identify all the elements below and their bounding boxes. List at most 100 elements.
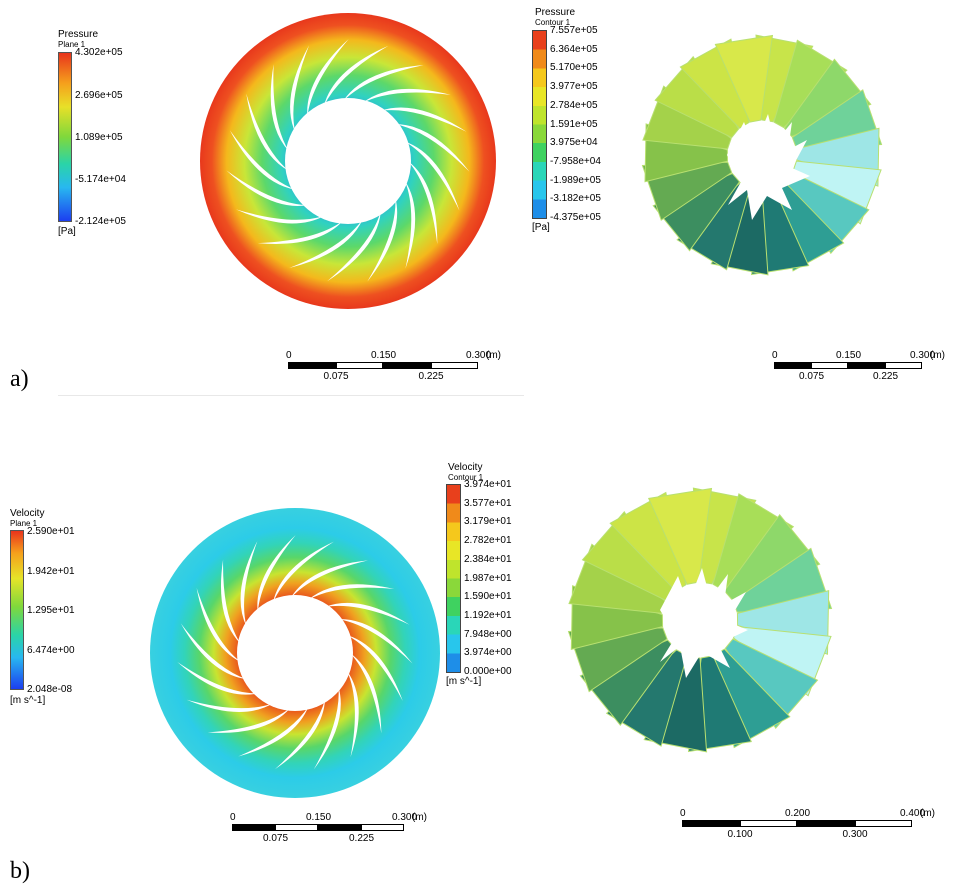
scale-segment: [739, 820, 797, 827]
tick-label: -4.375e+05: [550, 212, 601, 223]
blade-shape: [240, 541, 258, 627]
velocity-plane-contour: [150, 508, 440, 798]
scale-label: 0.200: [785, 808, 811, 819]
tick-label: 5.170e+05: [550, 62, 598, 74]
divider: [58, 395, 524, 396]
tick-label: 3.974e+00: [464, 647, 512, 659]
blade-shape: [313, 686, 341, 770]
pressure-plane-contour: [200, 13, 496, 309]
tick-label: -3.182e+05: [550, 193, 601, 205]
legend-unit: [m s^-1]: [10, 695, 46, 706]
scale-segment: [335, 362, 383, 369]
blade-shape: [325, 602, 410, 625]
tick-label: 2.696e+05: [75, 90, 123, 101]
tick-label: -1.989e+05: [550, 174, 601, 186]
tick-label: 1.987e+01: [464, 572, 512, 584]
scale-label: 0.300: [910, 350, 936, 361]
velocity-blade-contour-3d: [567, 487, 833, 753]
tick-label: 3.179e+01: [464, 516, 512, 528]
scale-unit: (m): [920, 808, 935, 819]
tick-label: 7.948e+00: [464, 628, 512, 640]
blade-shape: [207, 707, 291, 733]
blade-petal: [654, 55, 740, 139]
scale-unit: (m): [412, 812, 427, 823]
tick-label: -2.124e+05: [75, 216, 126, 227]
tick-label: 6.474e+00: [27, 645, 75, 656]
tick-label: 1.942e+01: [27, 566, 75, 577]
colorbar-pressure-plane: [58, 52, 72, 222]
blade-shape: [380, 107, 467, 132]
tick-label: 3.977e+05: [550, 81, 598, 93]
scale-segment: [854, 820, 912, 827]
blade-petal: [723, 513, 821, 601]
scale-segment: [430, 362, 478, 369]
tick-label: 3.974e+01: [464, 479, 512, 490]
blade-shape: [235, 209, 324, 224]
tick-label: 1.089e+05: [75, 132, 123, 143]
scale-label: 0.225: [418, 371, 444, 382]
scale-label: 0.150: [306, 812, 332, 823]
tick-label: 4.302e+05: [75, 47, 123, 58]
scale-bar: 0 0.200 0.400 (m) 0.100 0.300: [680, 808, 952, 848]
blade-petal: [724, 638, 819, 729]
scale-segment: [232, 824, 275, 831]
tick-label: -5.174e+04: [75, 174, 126, 185]
scale-segment: [318, 824, 361, 831]
tick-label: 1.591e+05: [550, 118, 598, 130]
blade-shape: [367, 197, 398, 282]
scale-label: 0: [286, 350, 292, 361]
scale-segment: [797, 820, 855, 827]
legend-subtitle-velocity-plane: Plane 1: [10, 519, 38, 528]
colorbar-velocity-plane: [10, 530, 24, 690]
tick-label: 3.975e+04: [550, 137, 598, 149]
scale-label: 0.075: [799, 371, 825, 382]
blade-shape: [308, 584, 395, 600]
legend-title-velocity-contour: Velocity: [448, 462, 483, 473]
blade-petal: [714, 34, 774, 123]
panel-label-a: a): [10, 366, 29, 392]
blade-shape: [347, 670, 359, 758]
blade-shape: [186, 699, 273, 713]
blade-shape: [404, 180, 416, 269]
blade-shape: [177, 662, 258, 695]
blade-shape: [257, 220, 344, 244]
legend-subtitle-velocity-contour: Contour 1: [448, 473, 484, 482]
blade-shape: [408, 161, 438, 245]
scale-label: 0.150: [371, 350, 397, 361]
legend-unit: [Pa]: [532, 222, 550, 233]
scale-unit: (m): [930, 350, 945, 361]
legend-subtitle-pressure-plane: Plane 1: [58, 40, 86, 49]
legend-title-pressure-contour: Pressure: [535, 7, 576, 18]
tick-label: 2.384e+01: [464, 553, 512, 565]
tick-label: 2.590e+01: [27, 526, 75, 537]
scale-label: 0.225: [349, 833, 375, 844]
tick-label: 2.782e+01: [464, 535, 512, 547]
tick-label: 2.048e-08: [27, 684, 73, 695]
scale-label: 0.150: [836, 350, 862, 361]
scale-label: 0.075: [323, 371, 349, 382]
pressure-blade-contour-3d: [641, 34, 883, 276]
scale-label: 0.400: [900, 808, 926, 819]
blade-petal: [773, 39, 848, 129]
legend-title-pressure-plane: Pressure: [58, 29, 99, 40]
scale-label: 0.100: [727, 829, 753, 840]
blade-petal: [647, 487, 713, 585]
legend-subtitle-pressure-contour: Contour 1: [535, 18, 571, 27]
scale-segment: [383, 362, 431, 369]
scale-segment: [885, 362, 922, 369]
scale-label: 0.300: [466, 350, 492, 361]
scale-bar: 0 0.150 0.300 (m) 0.075 0.225: [286, 350, 518, 390]
tick-label: 0.000e+00: [464, 666, 512, 677]
scale-segment: [682, 820, 740, 827]
scale-segment: [288, 362, 336, 369]
tick-label: 1.295e+01: [27, 605, 75, 616]
blade-shape: [350, 653, 382, 734]
legend-title-velocity-plane: Velocity: [10, 508, 45, 519]
tick-label: 1.192e+01: [464, 609, 512, 621]
scale-bar: 0 0.150 0.300 (m) 0.075 0.225: [230, 812, 444, 852]
tick-label: -7.958e+04: [550, 155, 601, 167]
blade-shape: [290, 45, 310, 133]
scale-segment: [275, 824, 318, 831]
colorbar-velocity-contour: [446, 484, 461, 673]
tick-label: 6.364e+05: [550, 43, 598, 55]
